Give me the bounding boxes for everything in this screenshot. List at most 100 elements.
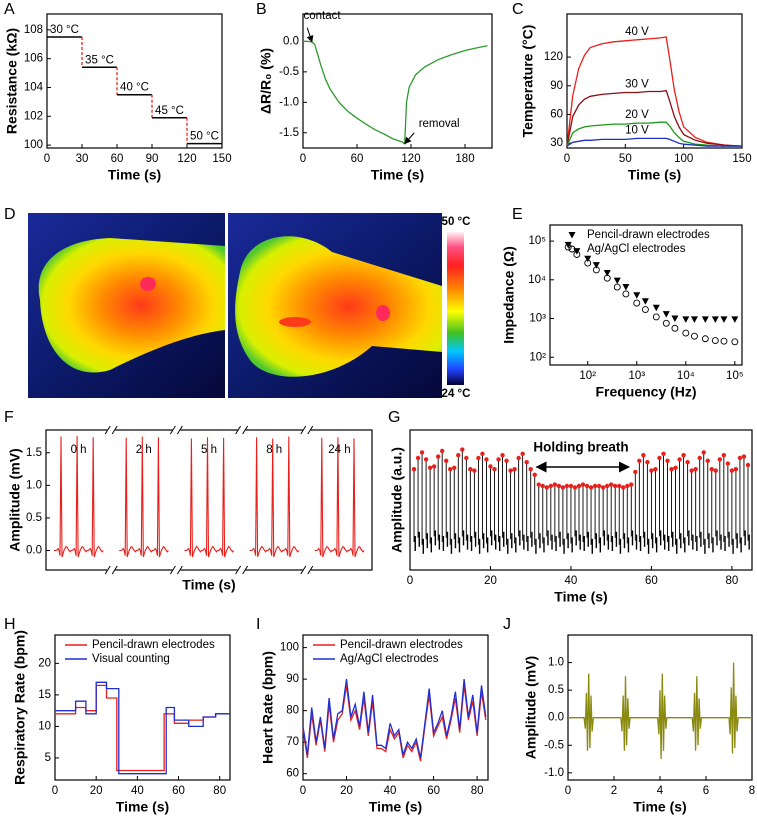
annotation-arrow bbox=[306, 27, 314, 43]
annotation: 35 °C bbox=[85, 54, 114, 66]
x-tick-label: 40 bbox=[565, 575, 578, 587]
data-point bbox=[603, 269, 611, 277]
x-tick-label: 180 bbox=[455, 153, 474, 165]
x-tick-label: 150 bbox=[212, 153, 231, 165]
peak-marker bbox=[725, 461, 731, 466]
segment-label: 24 h bbox=[328, 444, 350, 456]
data-point bbox=[633, 299, 641, 307]
peak-marker bbox=[468, 467, 473, 472]
data-point bbox=[711, 316, 719, 323]
axis-break bbox=[242, 425, 249, 435]
data-point bbox=[652, 304, 660, 312]
peak-marker bbox=[431, 464, 437, 469]
segment-label: 2 h bbox=[136, 444, 152, 456]
y-tick-label: 90 bbox=[550, 80, 563, 92]
y-tick-label: 106 bbox=[24, 53, 43, 65]
data-point bbox=[662, 311, 670, 318]
y-tick-label: 30 bbox=[550, 137, 563, 149]
x-tick-label: 0 bbox=[407, 575, 413, 587]
peak-marker bbox=[516, 455, 521, 461]
peak-marker bbox=[649, 468, 654, 473]
x-axis-label: Time (s) bbox=[628, 167, 681, 183]
axis-break-gap bbox=[302, 428, 311, 432]
peak-marker bbox=[508, 468, 513, 473]
x-tick-label: 20 bbox=[484, 575, 497, 587]
peak-marker bbox=[520, 451, 525, 456]
axis-break bbox=[300, 565, 307, 575]
data-point bbox=[720, 337, 728, 345]
series-label: 40 V bbox=[625, 26, 649, 38]
y-tick-label: 15 bbox=[38, 689, 51, 701]
data-point bbox=[720, 316, 728, 323]
peak-marker bbox=[588, 485, 594, 490]
plot-frame bbox=[46, 13, 223, 149]
y-tick-label: 100 bbox=[24, 139, 43, 151]
peak-marker bbox=[693, 467, 698, 472]
x-tick-label: 2 bbox=[611, 785, 617, 797]
data-point bbox=[641, 306, 649, 313]
axis-break bbox=[104, 425, 111, 435]
peak-marker bbox=[617, 483, 622, 489]
series-label: 20 V bbox=[625, 109, 649, 121]
colorbar bbox=[447, 232, 464, 385]
peak-marker bbox=[492, 467, 497, 472]
thermal-hand bbox=[235, 236, 442, 377]
thermal-images: 50 °C 24 °C bbox=[28, 213, 470, 400]
y-axis-label: ΔR/R₀ (%) bbox=[258, 48, 274, 114]
legend-marker bbox=[568, 232, 576, 239]
axis-break bbox=[307, 425, 314, 435]
peak-marker bbox=[701, 450, 706, 455]
x-tick-label: 10² bbox=[579, 370, 596, 382]
panel-letter: C bbox=[512, 1, 524, 18]
peak-marker bbox=[741, 454, 747, 459]
y-tick-label: 0.5 bbox=[26, 512, 42, 524]
plot-frame bbox=[409, 429, 753, 571]
x-tick-label: 60 bbox=[351, 153, 364, 165]
peak-marker bbox=[540, 483, 545, 489]
hot-spot bbox=[140, 277, 156, 291]
x-tick-label: 50 bbox=[619, 153, 632, 165]
y-axis-label: Impedance (Ω) bbox=[501, 246, 517, 344]
axis-break-gap bbox=[172, 568, 181, 572]
axis-break bbox=[169, 565, 176, 575]
peak-marker bbox=[608, 482, 614, 487]
data-line bbox=[566, 121, 742, 147]
y-axis-label: Respiratory Rate (bpm) bbox=[12, 630, 28, 785]
peak-marker bbox=[717, 457, 723, 462]
peak-marker bbox=[689, 468, 694, 473]
peak-marker bbox=[629, 482, 634, 487]
panel-letter: H bbox=[4, 616, 16, 633]
x-tick-label: 60 bbox=[172, 785, 185, 797]
x-tick-label: 0 bbox=[300, 785, 306, 797]
x-tick-label: 40 bbox=[384, 785, 397, 797]
data-line bbox=[55, 681, 230, 775]
x-tick-label: 80 bbox=[213, 785, 226, 797]
y-tick-label: 60 bbox=[286, 768, 299, 780]
axis-break-gap bbox=[107, 568, 116, 572]
y-tick-label: 120 bbox=[544, 51, 563, 63]
axis-break bbox=[307, 565, 314, 575]
data-line bbox=[303, 40, 488, 145]
y-tick-label: 5 bbox=[45, 752, 51, 764]
plot-frame bbox=[54, 634, 231, 781]
peak-marker bbox=[504, 458, 509, 463]
peak-marker bbox=[415, 455, 421, 461]
peak-marker bbox=[556, 483, 562, 489]
y-tick-label: 1.0 bbox=[26, 479, 42, 491]
ecg-trace bbox=[184, 437, 235, 558]
ecg-trace bbox=[54, 435, 104, 558]
y-tick-label: 10⁴ bbox=[528, 274, 546, 286]
data-point bbox=[564, 241, 572, 249]
plot-frame bbox=[549, 224, 743, 366]
colorbar-min-label: 24 °C bbox=[442, 388, 471, 400]
data-point bbox=[584, 255, 592, 263]
colorbar-max-label: 50 °C bbox=[442, 216, 471, 228]
peak-marker bbox=[411, 467, 417, 472]
x-tick-label: 0 bbox=[52, 785, 58, 797]
panel-letter: J bbox=[503, 616, 511, 633]
data-point bbox=[671, 315, 679, 323]
data-point bbox=[592, 266, 600, 274]
data-point bbox=[662, 319, 670, 327]
